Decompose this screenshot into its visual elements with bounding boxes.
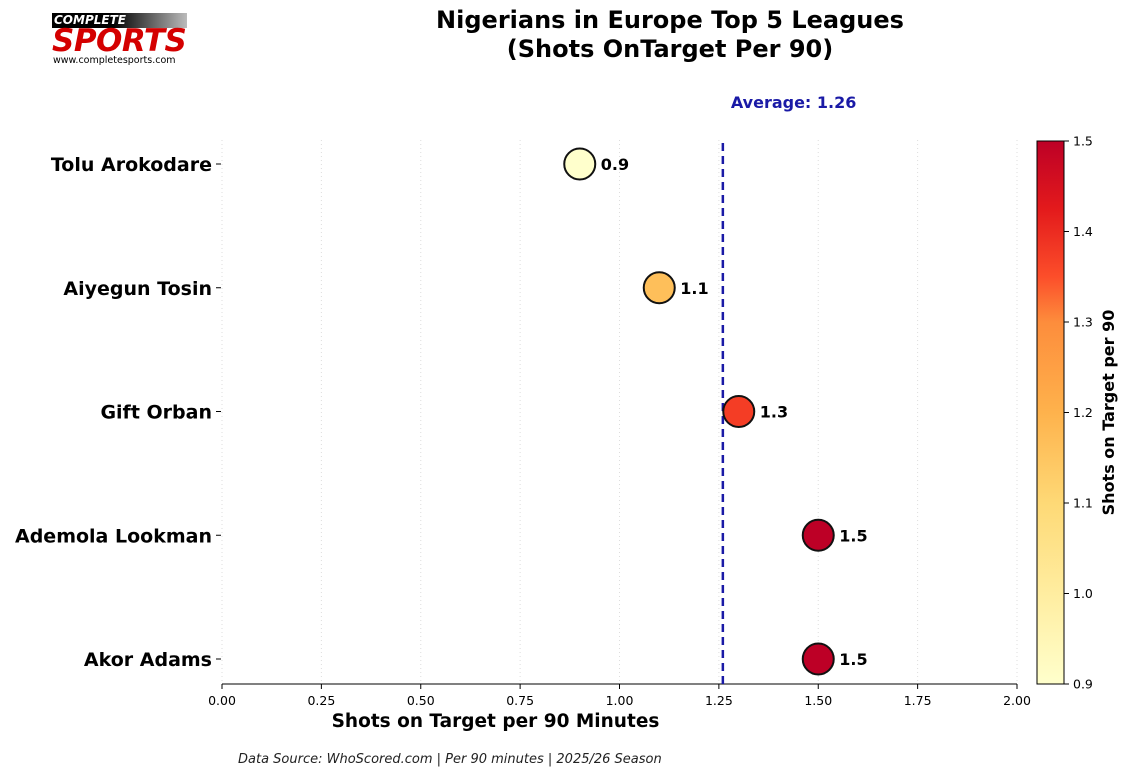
x-tick-label: 0.25 <box>307 693 335 708</box>
x-tick-label: 1.50 <box>804 693 832 708</box>
data-label: 1.5 <box>839 650 867 669</box>
y-tick-label: Akor Adams <box>84 649 212 671</box>
average-label: Average: 1.26 <box>731 93 857 112</box>
colorbar-tick-label: 1.3 <box>1073 315 1093 330</box>
data-label: 1.3 <box>760 403 788 422</box>
y-tick-label: Aiyegun Tosin <box>63 278 212 300</box>
data-point <box>801 642 835 676</box>
logo-main-text: SPORTS <box>52 23 187 59</box>
x-tick-label: 0.75 <box>506 693 534 708</box>
x-tick-label: 1.25 <box>705 693 733 708</box>
logo-url: www.completesports.com <box>53 55 176 66</box>
colorbar-tick-label: 1.0 <box>1073 586 1093 601</box>
colorbar-tick-label: 1.4 <box>1073 224 1093 239</box>
chart-title: Nigerians in Europe Top 5 Leagues (Shots… <box>320 6 1020 64</box>
complete-sports-logo: COMPLETE SPORTS www.completesports.com <box>52 13 192 69</box>
chart-title-line2: (Shots OnTarget Per 90) <box>506 35 834 63</box>
y-tick-label: Gift Orban <box>100 402 212 424</box>
x-tick-label: 0.00 <box>208 693 236 708</box>
x-tick-label: 2.00 <box>1003 693 1031 708</box>
x-tick-label: 0.50 <box>407 693 435 708</box>
y-tick-label: Ademola Lookman <box>15 525 212 547</box>
data-label: 1.1 <box>680 279 708 298</box>
colorbar <box>1036 140 1065 685</box>
colorbar-tick-label: 1.5 <box>1073 134 1093 149</box>
colorbar-tick-label: 1.2 <box>1073 405 1093 420</box>
colorbar-tick-label: 1.1 <box>1073 496 1093 511</box>
chart-title-line1: Nigerians in Europe Top 5 Leagues <box>436 6 904 34</box>
x-axis-label: Shots on Target per 90 Minutes <box>332 711 660 732</box>
colorbar-tick-label: 0.9 <box>1073 677 1093 692</box>
data-point <box>642 271 676 305</box>
data-point <box>801 518 835 552</box>
data-point <box>563 147 597 181</box>
logo-top-text: COMPLETE <box>54 13 126 27</box>
data-label: 1.5 <box>839 526 867 545</box>
colorbar-label: Shots on Target per 90 <box>1099 310 1118 516</box>
x-tick-label: 1.00 <box>606 693 634 708</box>
data-point <box>722 395 756 428</box>
x-tick-label: 1.75 <box>904 693 932 708</box>
y-tick-label: Tolu Arokodare <box>51 154 212 176</box>
logo-top-bar: COMPLETE <box>52 13 187 28</box>
data-label: 0.9 <box>601 155 629 174</box>
data-source-note: Data Source: WhoScored.com | Per 90 minu… <box>238 752 662 767</box>
